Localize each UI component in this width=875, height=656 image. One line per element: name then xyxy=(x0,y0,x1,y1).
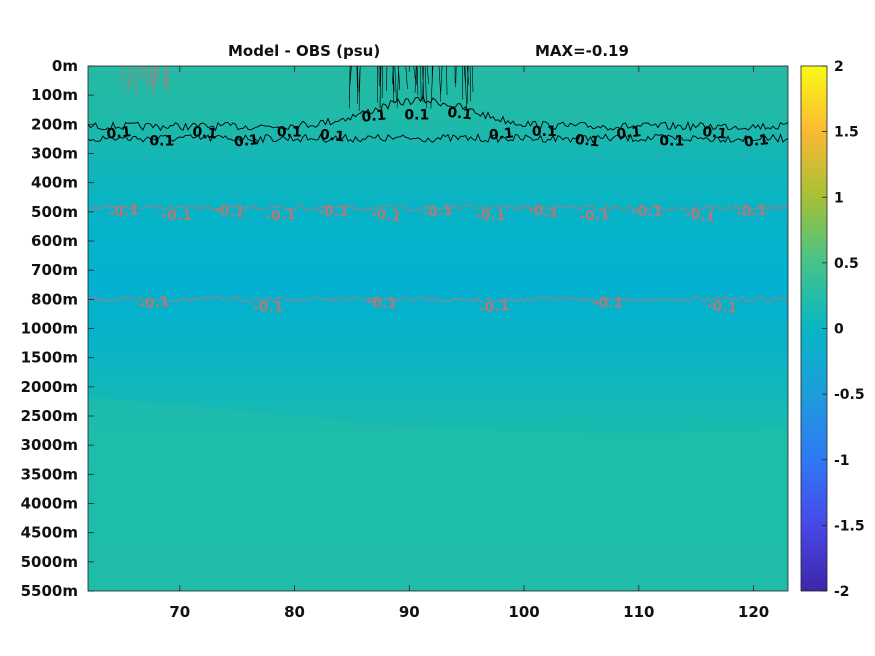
plot-area: 0.1 0.1 0.1 0.1 0.1 0.1 0.1 0.1 0.1 0.1 0.1 0.1 0.1 0… xyxy=(88,66,788,591)
y-tick-label: 4500m xyxy=(21,524,78,542)
y-tick-label: 2000m xyxy=(21,378,78,396)
contour-label: -0.1 xyxy=(370,206,402,225)
contour-label: -0.1 xyxy=(735,202,767,221)
y-tick-label: 600m xyxy=(31,232,78,250)
contour-label: 0.1 xyxy=(488,125,514,144)
y-tick-label: 1500m xyxy=(21,349,78,367)
x-tick-label: 110 xyxy=(623,603,654,621)
contour-label: -0.1 xyxy=(578,206,610,225)
surface-noise xyxy=(121,66,474,111)
contour-label: 0.1 xyxy=(616,124,642,143)
contour-label: -0.1 xyxy=(706,298,738,317)
contour-line xyxy=(88,295,788,304)
contour-label: -0.1 xyxy=(161,208,192,224)
x-tick-label: 90 xyxy=(399,603,420,621)
contour-label: -0.1 xyxy=(684,206,716,225)
x-tick-label: 80 xyxy=(284,603,305,621)
contour-label: -0.1 xyxy=(318,204,349,220)
y-tick-label: 400m xyxy=(31,174,78,192)
chart-title: Model - OBS (psu) xyxy=(228,42,381,60)
contour-label: 0.1 xyxy=(361,107,387,126)
y-tick-label: 300m xyxy=(31,145,78,163)
contour-label: 0.1 xyxy=(702,124,728,143)
noise-strokes xyxy=(121,66,169,96)
y-tick-label: 3500m xyxy=(21,465,78,483)
y-tick-label: 4000m xyxy=(21,495,78,513)
colorbar-tick-label: 1.5 xyxy=(834,125,859,141)
contour-label: 0.1 xyxy=(404,107,429,123)
contour-label: -0.1 xyxy=(422,202,454,221)
y-tick-label: 3000m xyxy=(21,436,78,454)
x-tick-label: 100 xyxy=(508,603,539,621)
contour-label: -0.1 xyxy=(265,206,297,225)
contour-label: 0.1 xyxy=(659,133,684,149)
contour-label: 0.1 xyxy=(532,124,557,140)
contour-label: -0.1 xyxy=(366,294,398,313)
y-tick-label: 5000m xyxy=(21,553,78,571)
y-tick-label: 0m xyxy=(52,57,78,75)
depth-axis: 0m 100m 200m 300m 400m 500m 600m 700m 800m 1000m 1… xyxy=(21,57,94,600)
contour-label: -0.1 xyxy=(632,204,663,220)
contour-line xyxy=(88,203,788,212)
contour-label: 0.1 xyxy=(574,132,600,151)
y-tick-label: 1000m xyxy=(21,320,78,338)
colorbar-tick-label: -0.5 xyxy=(834,387,865,403)
noise-strokes xyxy=(348,66,474,111)
x-axis: 70 80 90 100 110 120 xyxy=(169,66,769,621)
y-tick-label: 100m xyxy=(31,86,78,104)
colorbar-tick-label: 2 xyxy=(834,59,844,75)
contour-label: -0.1 xyxy=(213,202,245,221)
contour-line xyxy=(88,132,788,144)
contour-line xyxy=(88,95,788,132)
y-tick-label: 5500m xyxy=(21,582,78,600)
max-value-label: MAX=-0.19 xyxy=(535,42,629,60)
colorbar: 2 1.5 1 0.5 0 -0.5 -1 -1.5 -2 xyxy=(800,59,865,600)
contour-label: -0.1 xyxy=(253,299,284,315)
contour-label: 0.1 xyxy=(447,105,473,124)
contour-label: 0.1 xyxy=(149,133,174,149)
contour-label: -0.1 xyxy=(478,298,510,317)
contour-label: 0.1 xyxy=(743,132,769,151)
colorbar-tick-label: 0 xyxy=(834,322,844,338)
contour-label: 0.1 xyxy=(192,124,218,143)
contour-label: -0.1 xyxy=(108,202,140,221)
contour-lines: 0.1 0.1 0.1 0.1 0.1 0.1 0.1 0.1 0.1 0.1 0.1 0.1 0.1 0… xyxy=(88,95,788,317)
contour-label: -0.1 xyxy=(527,202,559,221)
x-tick-label: 120 xyxy=(738,603,769,621)
contour-label: 0.1 xyxy=(233,132,259,151)
y-tick-label: 700m xyxy=(31,261,78,279)
y-tick-label: 500m xyxy=(31,203,78,221)
colorbar-tick-label: -1 xyxy=(834,453,850,469)
y-tick-label: 800m xyxy=(31,290,78,308)
contour-label: -0.1 xyxy=(138,294,170,313)
contour-label: -0.1 xyxy=(475,208,506,224)
contour-label: 0.1 xyxy=(106,124,132,143)
colorbar-tick-label: 0.5 xyxy=(834,256,859,272)
x-tick-label: 70 xyxy=(169,603,190,621)
y-tick-label: 200m xyxy=(31,115,78,133)
colorbar-tick-label: 1 xyxy=(834,190,844,206)
colorbar-ticks: 2 1.5 1 0.5 0 -0.5 -1 -1.5 -2 xyxy=(822,59,865,600)
y-tick-label: 2500m xyxy=(21,407,78,425)
colorbar-tick-label: -1.5 xyxy=(834,518,865,534)
contour-label: 0.1 xyxy=(277,125,302,141)
colorbar-tick-label: -2 xyxy=(834,584,850,600)
contour-label: -0.1 xyxy=(593,295,624,311)
deep-layer-boundary xyxy=(88,398,788,591)
contour-label: 0.1 xyxy=(319,127,345,146)
